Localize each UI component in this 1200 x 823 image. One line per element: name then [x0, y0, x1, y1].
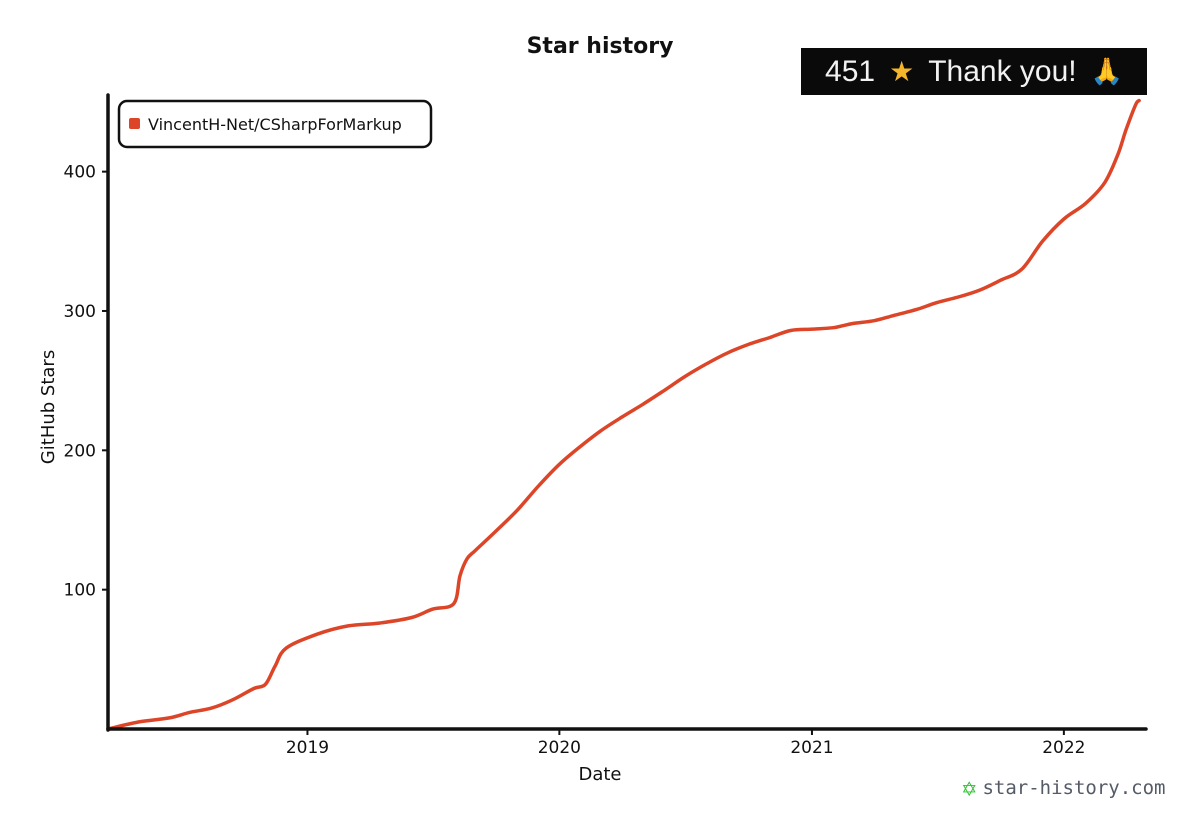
legend-label: VincentH-Net/CSharpForMarkup: [148, 115, 402, 134]
y-axis-label: GitHub Stars: [38, 350, 59, 464]
chart-title: Star history: [527, 34, 674, 59]
folded-hands-icon: 🙏: [1090, 56, 1123, 86]
series-line: [106, 98, 1141, 731]
x-tick-label: 2021: [790, 738, 833, 758]
star-history-logo-icon: ✡: [962, 774, 977, 802]
x-axis-label: Date: [578, 764, 621, 785]
star-count: 451: [825, 54, 876, 88]
legend: VincentH-Net/CSharpForMarkup: [117, 99, 433, 149]
y-tick-label: 100: [64, 581, 96, 601]
y-tick-label: 300: [64, 302, 96, 322]
legend-swatch: [129, 118, 140, 129]
chart-marks: 100 200 300 400 2019 2020 2021 2022: [64, 98, 1141, 758]
legend-box: [117, 99, 433, 149]
y-tick-label: 200: [64, 441, 96, 461]
star-history-branding[interactable]: ✡ star-history.com: [962, 776, 1165, 800]
branding-text: star-history.com: [982, 777, 1166, 799]
x-tick-label: 2020: [538, 738, 581, 758]
star-icon: ★: [889, 56, 915, 87]
thank-you-text: Thank you!: [928, 54, 1077, 88]
star-count-badge: 451 ★ Thank you! 🙏: [801, 48, 1147, 95]
y-tick-label: 400: [64, 163, 96, 183]
x-tick-label: 2019: [286, 738, 329, 758]
y-axis-label-group: GitHub Stars: [38, 350, 59, 464]
x-tick-label: 2022: [1042, 738, 1085, 758]
